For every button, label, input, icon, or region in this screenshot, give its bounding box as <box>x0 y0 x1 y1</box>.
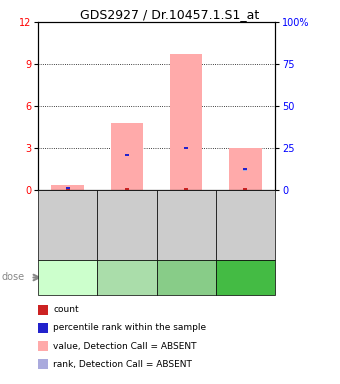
Text: 40 ppb: 40 ppb <box>169 273 203 283</box>
Bar <box>243 168 248 170</box>
Text: dose: dose <box>2 273 25 283</box>
Bar <box>66 187 70 190</box>
Text: GSM109253: GSM109253 <box>63 195 73 255</box>
Text: GSM109257: GSM109257 <box>181 195 191 255</box>
Bar <box>66 187 70 189</box>
Bar <box>125 154 129 156</box>
Bar <box>170 54 202 190</box>
Bar <box>243 188 248 190</box>
Bar <box>125 188 129 190</box>
Text: GSM109255: GSM109255 <box>122 195 132 255</box>
Text: 10 ppb: 10 ppb <box>110 273 144 283</box>
Bar <box>110 123 143 190</box>
Text: GSM109259: GSM109259 <box>240 195 250 255</box>
Text: percentile rank within the sample: percentile rank within the sample <box>53 323 206 333</box>
Text: GDS2927 / Dr.10457.1.S1_at: GDS2927 / Dr.10457.1.S1_at <box>80 8 260 22</box>
Text: rank, Detection Call = ABSENT: rank, Detection Call = ABSENT <box>53 359 192 369</box>
Text: value, Detection Call = ABSENT: value, Detection Call = ABSENT <box>53 341 197 351</box>
Bar <box>229 148 262 190</box>
Bar <box>243 169 248 171</box>
Bar <box>184 147 188 149</box>
Text: 100
ppb: 100 ppb <box>236 267 255 288</box>
Bar <box>184 188 188 190</box>
Text: 0 ppb: 0 ppb <box>54 273 82 283</box>
Bar <box>51 185 84 190</box>
Bar <box>184 147 188 149</box>
Text: count: count <box>53 306 79 314</box>
